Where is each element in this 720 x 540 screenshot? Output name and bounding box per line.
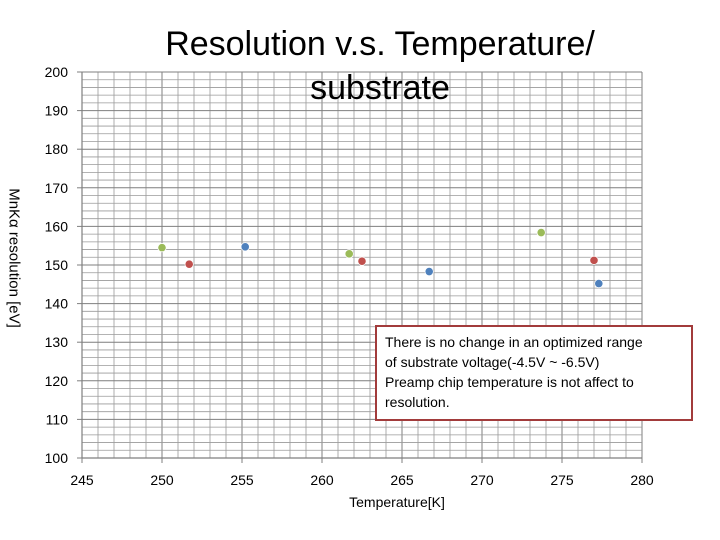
- annotation-line: There is no change in an optimized range: [385, 334, 643, 350]
- annotation-line: of substrate voltage(-4.5V ~ -6.5V): [385, 354, 600, 370]
- data-point-red: [589, 255, 599, 265]
- annotation-line: Preamp chip temperature is not affect to: [385, 374, 634, 390]
- x-tick-label: 245: [70, 472, 94, 488]
- chart-title: Resolution v.s. Temperature/ substrate: [165, 25, 595, 107]
- y-tick-label: 180: [45, 141, 69, 157]
- data-point-green: [536, 227, 546, 238]
- y-tick-label: 170: [45, 180, 69, 196]
- y-tick-label: 120: [45, 373, 69, 389]
- y-tick-label: 150: [45, 257, 69, 273]
- tick-labels: 245 250 255 260 265 270 275 280 100 110 120 130 140 1…: [45, 64, 654, 488]
- data-point-blue: [424, 266, 434, 277]
- data-point-green: [157, 243, 167, 253]
- annotation-line: resolution.: [385, 394, 450, 410]
- axes: [77, 71, 643, 463]
- y-tick-label: 160: [45, 218, 69, 234]
- annotation-box: There is no change in an optimized range…: [375, 325, 693, 421]
- y-tick-label: 140: [45, 296, 69, 312]
- x-tick-label: 275: [550, 472, 574, 488]
- y-axis-label: MnKα resolution [eV]: [5, 188, 23, 328]
- x-tick-label: 265: [390, 472, 414, 488]
- y-tick-label: 190: [45, 103, 69, 119]
- data-point-blue: [240, 242, 250, 252]
- x-axis-label: Temperature[K]: [349, 494, 445, 510]
- y-tick-label: 200: [45, 64, 69, 80]
- data-points: [157, 227, 604, 289]
- y-tick-label: 130: [45, 334, 69, 350]
- x-tick-label: 255: [230, 472, 254, 488]
- data-point-red: [184, 259, 194, 269]
- data-point-green: [344, 249, 354, 259]
- data-point-red: [357, 256, 367, 266]
- x-tick-label: 260: [310, 472, 334, 488]
- y-tick-label: 100: [45, 450, 69, 466]
- y-tick-label: 110: [46, 411, 69, 427]
- x-tick-label: 270: [470, 472, 494, 488]
- data-point-blue: [594, 278, 604, 289]
- x-tick-label: 280: [630, 472, 654, 488]
- x-tick-label: 250: [150, 472, 174, 488]
